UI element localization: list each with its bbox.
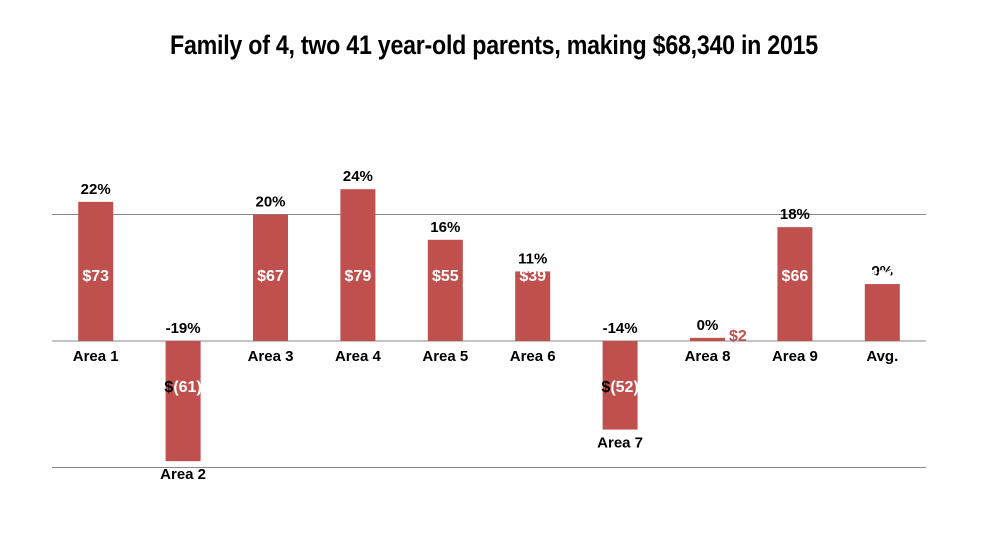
bar (515, 271, 551, 341)
bar (165, 341, 201, 462)
bar (340, 189, 376, 341)
dollar-label: $55 (432, 268, 459, 285)
dollar-label: $2 (729, 328, 747, 345)
category-label: Area 5 (422, 348, 468, 365)
percent-label: 22% (81, 181, 111, 198)
labels: 22% Area 1 $73 -19% Area 2 $(61) 20% Area 3 $67 2… (73, 168, 899, 483)
category-label: Area 6 (510, 348, 556, 365)
bar (864, 284, 900, 341)
bars (78, 189, 900, 462)
category-label: Area 7 (597, 435, 643, 452)
bar (602, 341, 638, 430)
dollar-label: $67 (257, 268, 284, 285)
percent-label: 0% (697, 317, 719, 334)
category-label: Area 9 (772, 348, 818, 365)
category-label: Area 8 (685, 348, 731, 365)
bar (427, 239, 463, 341)
category-label: Area 4 (335, 348, 382, 365)
category-label: Area 1 (73, 348, 119, 365)
dollar-label: $29 (869, 268, 896, 285)
dollar-label: $73 (82, 268, 109, 285)
percent-label: 11% (518, 250, 547, 267)
dollar-label: $(52) (601, 379, 638, 396)
percent-label: -19% (166, 320, 201, 337)
bar (78, 201, 114, 341)
category-label: Area 3 (248, 348, 294, 365)
dollar-label: $39 (519, 268, 546, 285)
percent-label: 20% (255, 194, 285, 211)
percent-label: 16% (430, 219, 460, 236)
dollar-label: $(61) (164, 379, 201, 396)
percent-label: 24% (343, 168, 373, 185)
percent-label: 18% (780, 206, 810, 223)
percent-label: -14% (603, 320, 638, 337)
bar (690, 337, 725, 341)
percent-label: 9% (871, 263, 893, 280)
category-label: Avg. (866, 348, 898, 365)
bar (253, 214, 288, 341)
chart-title: Family of 4, two 41 year-old parents, ma… (170, 30, 818, 60)
dollar-label: $79 (345, 268, 372, 285)
dollar-label: $66 (782, 268, 809, 285)
category-label: Area 2 (160, 466, 206, 483)
bar (777, 227, 813, 341)
